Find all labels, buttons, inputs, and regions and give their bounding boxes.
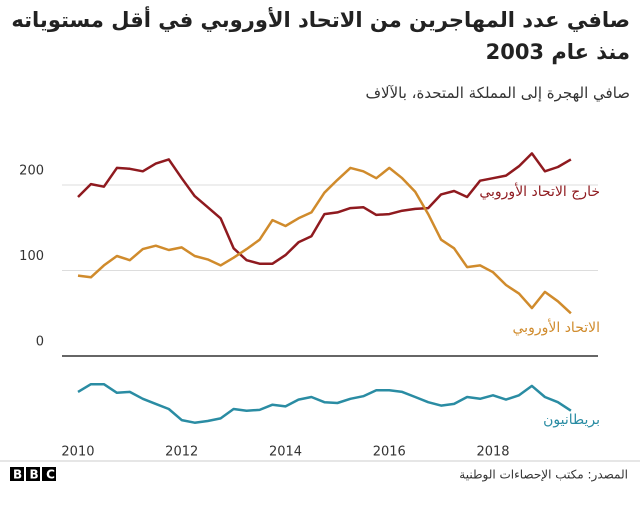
chart-title: صافي عدد المهاجرين من الاتحاد الأوروبي ف… [11,8,630,64]
x-tick-label: 2016 [373,445,406,460]
logo-box [10,467,24,481]
series-label: بريطانيون [543,412,600,428]
y-tick-label: 100 [19,249,44,264]
source: المصدر: مكتب الإحصاءات الوطنية [459,468,628,483]
x-tick-label: 2012 [165,445,198,460]
y-tick-label: 200 [19,164,44,179]
x-tick-label: 2010 [61,445,94,460]
logo-box [26,467,40,481]
x-tick-label: 2018 [476,445,509,460]
series-label: خارج الاتحاد الأوروبي [479,182,600,200]
logo-box [42,467,56,481]
y-tick-label: 0 [36,335,44,350]
logo: BBC [13,468,62,482]
series-label: الاتحاد الأوروبي [513,318,600,336]
series-line [77,152,572,265]
x-tick-label: 2014 [269,445,302,460]
chart-subtitle: صافي الهجرة إلى المملكة المتحدة، بالآلاف [365,84,631,102]
series-line [77,166,572,315]
series-line [77,382,572,424]
